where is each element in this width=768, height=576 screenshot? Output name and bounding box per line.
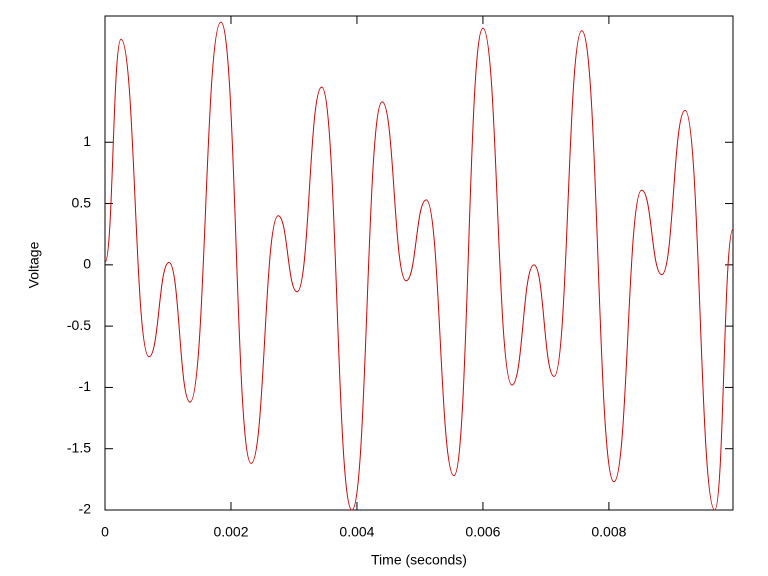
x-tick-label: 0.002 (213, 524, 248, 540)
x-tick-label: 0.004 (339, 524, 374, 540)
y-tick-label: -2 (79, 501, 92, 517)
x-tick-label: 0 (101, 524, 109, 540)
y-tick-label: -1.5 (67, 439, 91, 455)
x-tick-label: 0.006 (465, 524, 500, 540)
plot-frame (104, 15, 734, 511)
y-tick-label: 0.5 (72, 194, 92, 210)
y-tick-label: 1 (83, 133, 91, 149)
y-tick-label: -0.5 (67, 317, 91, 333)
y-axis-label: Voltage (26, 241, 42, 288)
x-tick-label: 0.008 (591, 524, 626, 540)
y-tick-label: -1 (79, 378, 92, 394)
y-tick-label: 0 (83, 256, 91, 272)
x-axis-label: Time (seconds) (371, 552, 467, 568)
line-series (104, 21, 734, 511)
